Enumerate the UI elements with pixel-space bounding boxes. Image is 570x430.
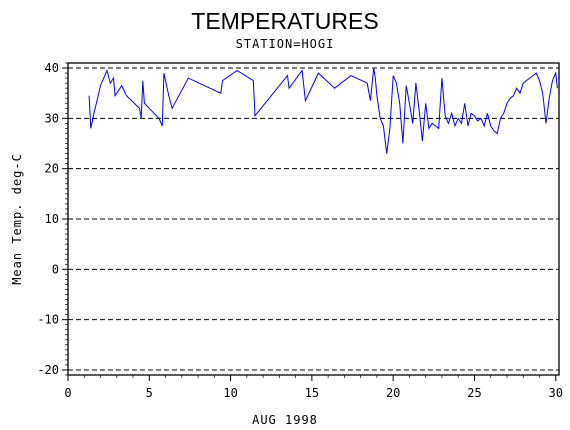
x-tick-label: 30 [549,386,563,400]
chart-title: TEMPERATURES [191,8,378,34]
y-axis-label: Mean Temp. deg-C [10,153,24,285]
x-tick-label: 15 [305,386,319,400]
gridlines [68,67,559,371]
x-tick-label: 10 [223,386,237,400]
x-axis-label: AUG 1998 [252,413,318,427]
x-axis: 0 5 10 15 20 25 30 [64,375,563,400]
temperature-series-line [88,67,558,154]
y-tick-label: 10 [45,212,59,226]
x-tick-label: 20 [386,386,400,400]
x-tick-label: 25 [467,386,481,400]
y-tick-label: 0 [52,262,59,276]
y-tick-label: -10 [37,313,59,327]
y-tick-label: 40 [45,61,59,75]
y-tick-label: 30 [45,111,59,125]
y-axis: 40 30 20 10 0 -10 -20 [37,61,68,377]
y-tick-label: 20 [45,162,59,176]
y-tick-label: -20 [37,363,59,377]
x-tick-label: 5 [146,386,153,400]
chart-subtitle: STATION=HOGI [236,37,335,51]
x-tick-label: 0 [64,386,71,400]
